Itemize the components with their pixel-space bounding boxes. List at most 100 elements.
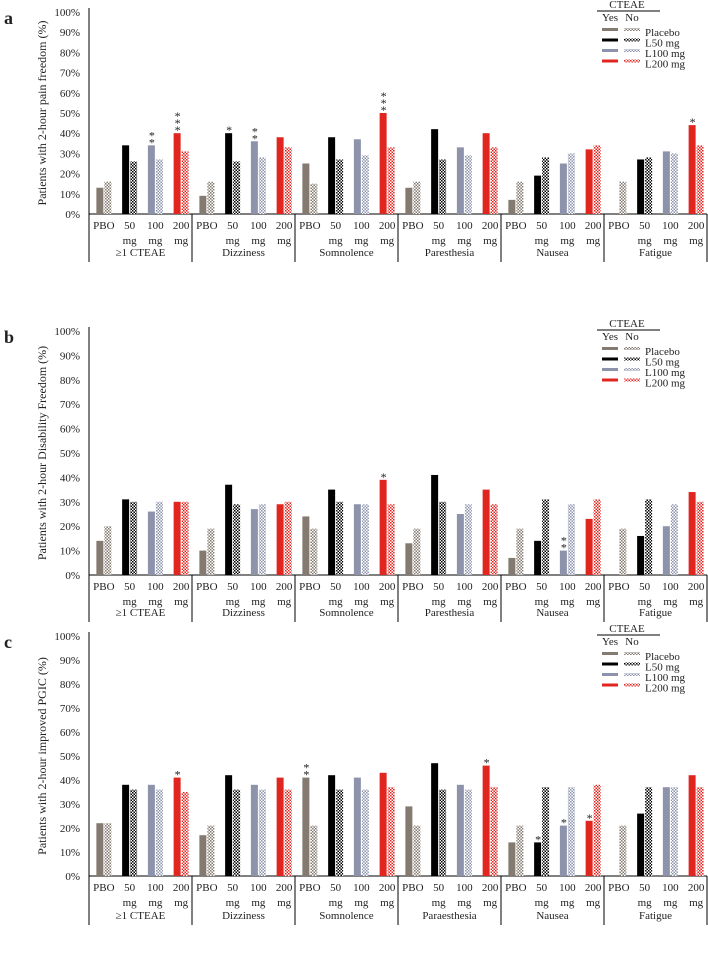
bar-cteae-yes: [225, 775, 233, 876]
bar-cteae-no: [490, 147, 498, 214]
bar-cteae-no: [130, 161, 138, 214]
y-tick-label: 30%: [60, 799, 80, 811]
bar-cteae-no: [233, 161, 241, 214]
significance-marker: **: [303, 761, 309, 782]
dose-label: 200: [276, 581, 293, 593]
legend-swatch-yes: [602, 378, 618, 382]
dose-label: 200: [585, 882, 602, 894]
significance-marker: **: [149, 128, 155, 149]
significance-marker: **: [561, 534, 567, 555]
bar-cteae-yes: [585, 518, 593, 575]
significance-marker: *: [690, 115, 696, 129]
legend-swatch-yes: [602, 683, 618, 687]
bar-cteae-yes: [637, 813, 645, 876]
dose-label: 50: [639, 581, 651, 593]
bar-cteae-yes: [482, 765, 490, 876]
dose-label: 200: [379, 882, 396, 894]
dose-label: PBO: [93, 581, 114, 593]
bar-cteae-no: [155, 501, 163, 575]
legend-swatch-no: [624, 347, 640, 350]
bar-cteae-yes: [173, 777, 181, 876]
bar-cteae-yes: [199, 550, 207, 575]
dose-unit-label: mg: [689, 596, 704, 608]
bar-cteae-no: [593, 499, 601, 575]
panel-letter: c: [4, 632, 12, 652]
legend-swatch-no: [624, 673, 640, 676]
dose-label: 50: [330, 581, 342, 593]
y-tick-label: 70%: [60, 399, 80, 411]
asterisk: *: [303, 768, 309, 782]
significance-marker: *: [226, 123, 232, 137]
bar-cteae-no: [284, 501, 292, 575]
legend-swatch-yes: [602, 49, 618, 52]
bar-cteae-no: [284, 789, 292, 876]
dose-unit-label: mg: [586, 897, 601, 909]
y-tick-label: 70%: [60, 68, 80, 80]
legend-no-header: No: [625, 12, 639, 24]
dose-unit-label: mg: [432, 235, 447, 247]
dose-label: 50: [639, 220, 651, 232]
dose-label: PBO: [299, 581, 320, 593]
bar-cteae-no: [181, 501, 189, 575]
legend-title: CTEAE: [609, 318, 645, 330]
y-tick-label: 0%: [65, 871, 80, 883]
dose-label: 100: [147, 220, 164, 232]
bar-cteae-no: [361, 504, 369, 575]
dose-label: 100: [662, 220, 679, 232]
legend-swatch-no: [624, 378, 640, 382]
dose-label: 100: [250, 220, 267, 232]
bar-cteae-yes: [534, 842, 542, 876]
bar-cteae-yes: [662, 526, 670, 575]
bar-cteae-no: [542, 157, 550, 214]
y-tick-label: 50%: [60, 448, 80, 460]
y-tick-label: 90%: [60, 655, 80, 667]
significance-marker: *: [535, 832, 541, 846]
category-label: Fatigue: [639, 607, 672, 619]
category-label: ≥1 CTEAE: [116, 247, 166, 259]
bar-cteae-no: [696, 787, 704, 876]
dose-label: 100: [353, 882, 370, 894]
legend-swatch-no: [624, 357, 640, 361]
dose-label: 200: [379, 220, 396, 232]
asterisk: *: [175, 768, 181, 782]
bar-cteae-no: [645, 157, 653, 214]
bar-cteae-yes: [96, 540, 104, 575]
dose-label: 200: [688, 220, 705, 232]
legend-swatch-yes: [602, 368, 618, 371]
bar-cteae-no: [207, 528, 215, 575]
bar-cteae-yes: [122, 499, 130, 575]
bar-cteae-no: [645, 787, 653, 876]
y-tick-label: 50%: [60, 751, 80, 763]
bar-cteae-yes: [328, 775, 336, 876]
category-label: Paraesthesia: [422, 910, 476, 922]
bar-cteae-no: [516, 528, 524, 575]
y-tick-label: 20%: [60, 169, 80, 181]
dose-unit-label: mg: [354, 897, 369, 909]
bar-cteae-yes: [250, 784, 258, 876]
legend-swatch-yes: [602, 347, 618, 350]
bar-cteae-yes: [688, 492, 696, 575]
bar-cteae-no: [233, 789, 241, 876]
bar-cteae-no: [542, 499, 550, 575]
bar-cteae-no: [130, 789, 138, 876]
legend-swatch-no: [624, 49, 640, 52]
bar-cteae-no: [104, 181, 112, 214]
dose-unit-label: mg: [638, 897, 653, 909]
bar-cteae-no: [696, 501, 704, 575]
dose-unit-label: mg: [123, 596, 138, 608]
dose-unit-label: mg: [535, 235, 550, 247]
category-label: Somnolence: [319, 247, 373, 259]
category-label: Paresthesia: [425, 607, 475, 619]
dose-unit-label: mg: [457, 596, 472, 608]
dose-label: PBO: [196, 581, 217, 593]
bar-cteae-no: [181, 151, 189, 214]
dose-unit-label: mg: [251, 897, 266, 909]
legend-swatch-no: [624, 662, 640, 666]
bar-cteae-yes: [534, 175, 542, 214]
dose-label: PBO: [402, 220, 423, 232]
asterisk: *: [381, 470, 387, 484]
bar-cteae-no: [670, 504, 678, 575]
y-tick-label: 20%: [60, 521, 80, 533]
dose-label: 100: [456, 882, 473, 894]
dose-label: 200: [173, 581, 190, 593]
